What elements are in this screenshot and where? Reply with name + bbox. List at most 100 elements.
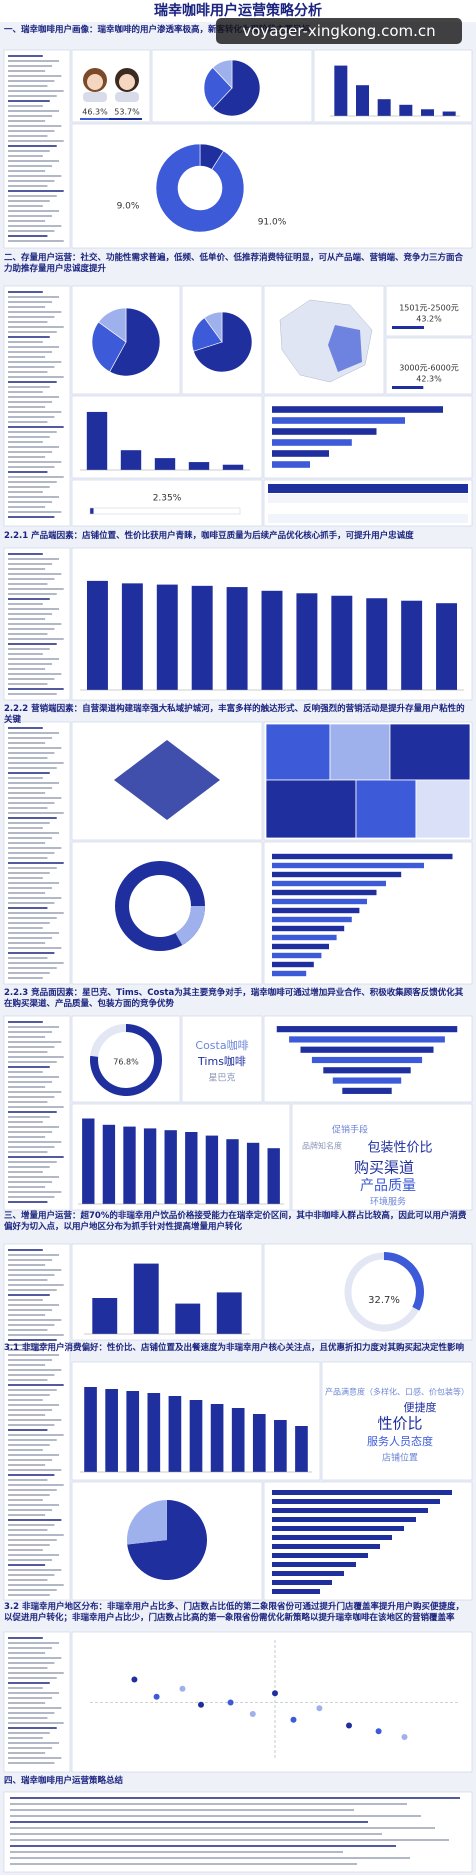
bar-decor	[272, 1499, 440, 1504]
scatter-point	[375, 1728, 382, 1735]
treemap-cell	[265, 779, 357, 839]
bar	[164, 1130, 177, 1204]
diamond	[114, 740, 220, 820]
bar	[272, 406, 443, 413]
panel	[3, 1015, 71, 1211]
bar	[189, 1400, 203, 1472]
pie-slice	[203, 67, 233, 109]
label: 产品质量	[360, 1178, 416, 1194]
bar	[86, 411, 108, 470]
bar	[272, 943, 329, 950]
bar-decor	[272, 1580, 332, 1585]
panel	[3, 49, 71, 249]
pie-slice	[155, 143, 245, 233]
bar	[272, 934, 337, 941]
bar	[392, 326, 424, 329]
bar	[105, 1389, 118, 1472]
section-heading: 2.2.3 竞品面因素：星巴克、Tims、Costa为其主要竞争对手，瑞幸咖啡可…	[4, 988, 464, 1009]
bar	[276, 1026, 458, 1033]
bar	[272, 961, 314, 968]
label: 46.3%	[82, 108, 108, 117]
treemap-cell	[265, 723, 331, 781]
panel	[3, 285, 71, 527]
scatter-point	[227, 1699, 234, 1706]
bar	[436, 603, 458, 690]
scatter-point	[401, 1734, 408, 1740]
pie-slice	[203, 311, 223, 343]
bar	[272, 428, 377, 435]
bar	[331, 595, 353, 690]
bar-decor	[272, 1517, 416, 1522]
bar-decor	[272, 1544, 380, 1549]
section-heading: 二、存量用户运营：社交、功能性需求普遍，低频、低单价、低推荐消费特征明显，可从产…	[4, 253, 464, 274]
bar	[84, 1387, 97, 1472]
bar-decor	[272, 1535, 392, 1540]
section-heading: 四、瑞幸咖啡用户运营策略总结	[4, 1776, 124, 1786]
label: 76.8%	[113, 1058, 139, 1067]
pie-slice	[109, 307, 161, 377]
bar	[272, 907, 360, 914]
treemap-cell	[415, 779, 471, 839]
panel	[321, 1361, 473, 1481]
panel	[71, 479, 263, 527]
bar	[323, 1067, 411, 1074]
bar	[334, 65, 348, 116]
bar	[295, 1426, 308, 1472]
section-heading: 3.2 非瑞幸用户地区分布：非瑞幸用户占比多、门店数占比低的第二象限省份可通过提…	[4, 1602, 465, 1623]
pie-decor	[127, 1500, 207, 1581]
label: 促销手段	[332, 1124, 368, 1136]
avatar-body	[83, 92, 107, 102]
bar	[252, 1414, 266, 1472]
label: 包装性价比	[367, 1141, 432, 1156]
avatar-face	[87, 74, 103, 90]
bar	[156, 584, 178, 690]
section-heading: 2.2.1 产品端因素：店铺位置、性价比获用户青睐，咖啡豆质量为后续产品优化核心…	[4, 531, 414, 541]
bar	[175, 1303, 201, 1334]
bar-decor	[272, 1571, 344, 1576]
label: 服务人员态度	[367, 1434, 433, 1448]
pie-slice	[98, 307, 127, 343]
bar	[272, 853, 453, 860]
bar	[147, 1393, 161, 1472]
panel	[71, 1631, 473, 1773]
map-region	[328, 325, 362, 372]
bar	[421, 109, 434, 116]
scatter-point	[198, 1701, 204, 1708]
label: 43.2%	[416, 315, 442, 324]
bar	[143, 1128, 157, 1204]
pie-slice	[193, 311, 253, 373]
bar	[226, 1139, 239, 1204]
scatter-point	[249, 1711, 256, 1717]
bar	[168, 1396, 182, 1472]
label: 9.0%	[117, 202, 140, 212]
panel	[3, 1243, 71, 1601]
panel	[71, 123, 473, 249]
scatter-point	[290, 1716, 297, 1723]
bar	[272, 450, 329, 457]
scatter-point	[153, 1693, 160, 1700]
label: 3000元-6000元	[399, 364, 459, 373]
bar-decor	[272, 1589, 320, 1594]
bar-decor	[272, 1526, 404, 1531]
bar	[272, 461, 310, 468]
watermark: voyager-xingkong.com.cn	[216, 18, 462, 44]
section-heading: 3.1 非瑞幸用户消费偏好：性价比、店铺位置及出餐速度为非瑞幸用户核心关注点，且…	[4, 1343, 465, 1353]
label: 星巴克	[208, 1073, 235, 1084]
bar	[102, 1124, 116, 1204]
bar	[399, 104, 413, 116]
bar	[133, 1263, 159, 1334]
label: 品牌知名度	[302, 1141, 342, 1151]
bar	[121, 583, 143, 690]
ring-value	[384, 1252, 424, 1311]
bar	[185, 1132, 198, 1204]
bar	[90, 508, 94, 514]
bar-decor	[272, 1508, 428, 1513]
table-row	[268, 494, 468, 503]
bar	[442, 111, 456, 116]
bar	[246, 1142, 260, 1204]
bar	[222, 464, 244, 470]
bar	[377, 99, 391, 116]
table-row	[268, 484, 468, 493]
